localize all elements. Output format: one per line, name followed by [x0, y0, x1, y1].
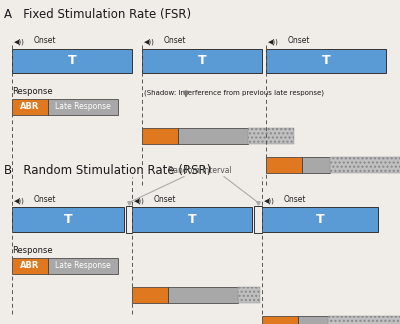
Bar	[12, 258, 48, 274]
Bar	[328, 316, 400, 324]
Text: ABR: ABR	[20, 102, 40, 111]
Text: ◀)): ◀))	[268, 39, 279, 45]
Text: A   Fixed Stimulation Rate (FSR): A Fixed Stimulation Rate (FSR)	[4, 8, 191, 21]
Text: Response: Response	[12, 246, 53, 255]
Text: ◀)): ◀))	[14, 198, 25, 204]
Text: Onset: Onset	[34, 36, 56, 45]
Text: Late Response: Late Response	[55, 261, 111, 270]
Text: ◀)): ◀))	[14, 39, 25, 45]
Bar	[238, 287, 260, 303]
Bar	[262, 316, 298, 324]
Text: T: T	[64, 213, 72, 226]
Bar	[12, 49, 132, 73]
Text: Random Interval: Random Interval	[168, 166, 232, 175]
Bar	[168, 287, 238, 303]
Text: T: T	[322, 54, 330, 67]
Text: Onset: Onset	[34, 195, 56, 204]
Bar	[330, 157, 400, 173]
Bar	[132, 287, 168, 303]
Text: Onset: Onset	[164, 36, 186, 45]
Text: T: T	[198, 54, 206, 67]
Text: T: T	[316, 213, 324, 226]
Text: B   Random Stimulation Rate (RSR): B Random Stimulation Rate (RSR)	[4, 164, 211, 177]
Text: Onset: Onset	[288, 36, 310, 45]
Bar	[178, 128, 248, 144]
Text: ◀)): ◀))	[264, 198, 275, 204]
Text: T: T	[188, 213, 196, 226]
Bar	[248, 128, 294, 144]
Text: (Shadow: Interference from previous late response): (Shadow: Interference from previous late…	[144, 90, 324, 96]
Bar	[48, 99, 118, 115]
Bar	[142, 128, 178, 144]
Bar	[12, 99, 48, 115]
Bar	[302, 157, 330, 173]
Bar	[298, 316, 328, 324]
Bar	[142, 49, 262, 73]
Bar	[266, 157, 302, 173]
Bar	[132, 207, 252, 232]
Bar	[266, 49, 386, 73]
Text: T: T	[68, 54, 76, 67]
Text: Onset: Onset	[154, 195, 176, 204]
Text: Response: Response	[12, 87, 53, 96]
Text: ABR: ABR	[20, 261, 40, 270]
Text: ◀)): ◀))	[134, 198, 145, 204]
Bar	[48, 258, 118, 274]
Text: Onset: Onset	[284, 195, 306, 204]
Text: Late Response: Late Response	[55, 102, 111, 111]
Bar	[262, 207, 378, 232]
Bar	[12, 207, 124, 232]
Bar	[126, 206, 132, 233]
Bar	[254, 206, 262, 233]
Text: ◀)): ◀))	[144, 39, 155, 45]
